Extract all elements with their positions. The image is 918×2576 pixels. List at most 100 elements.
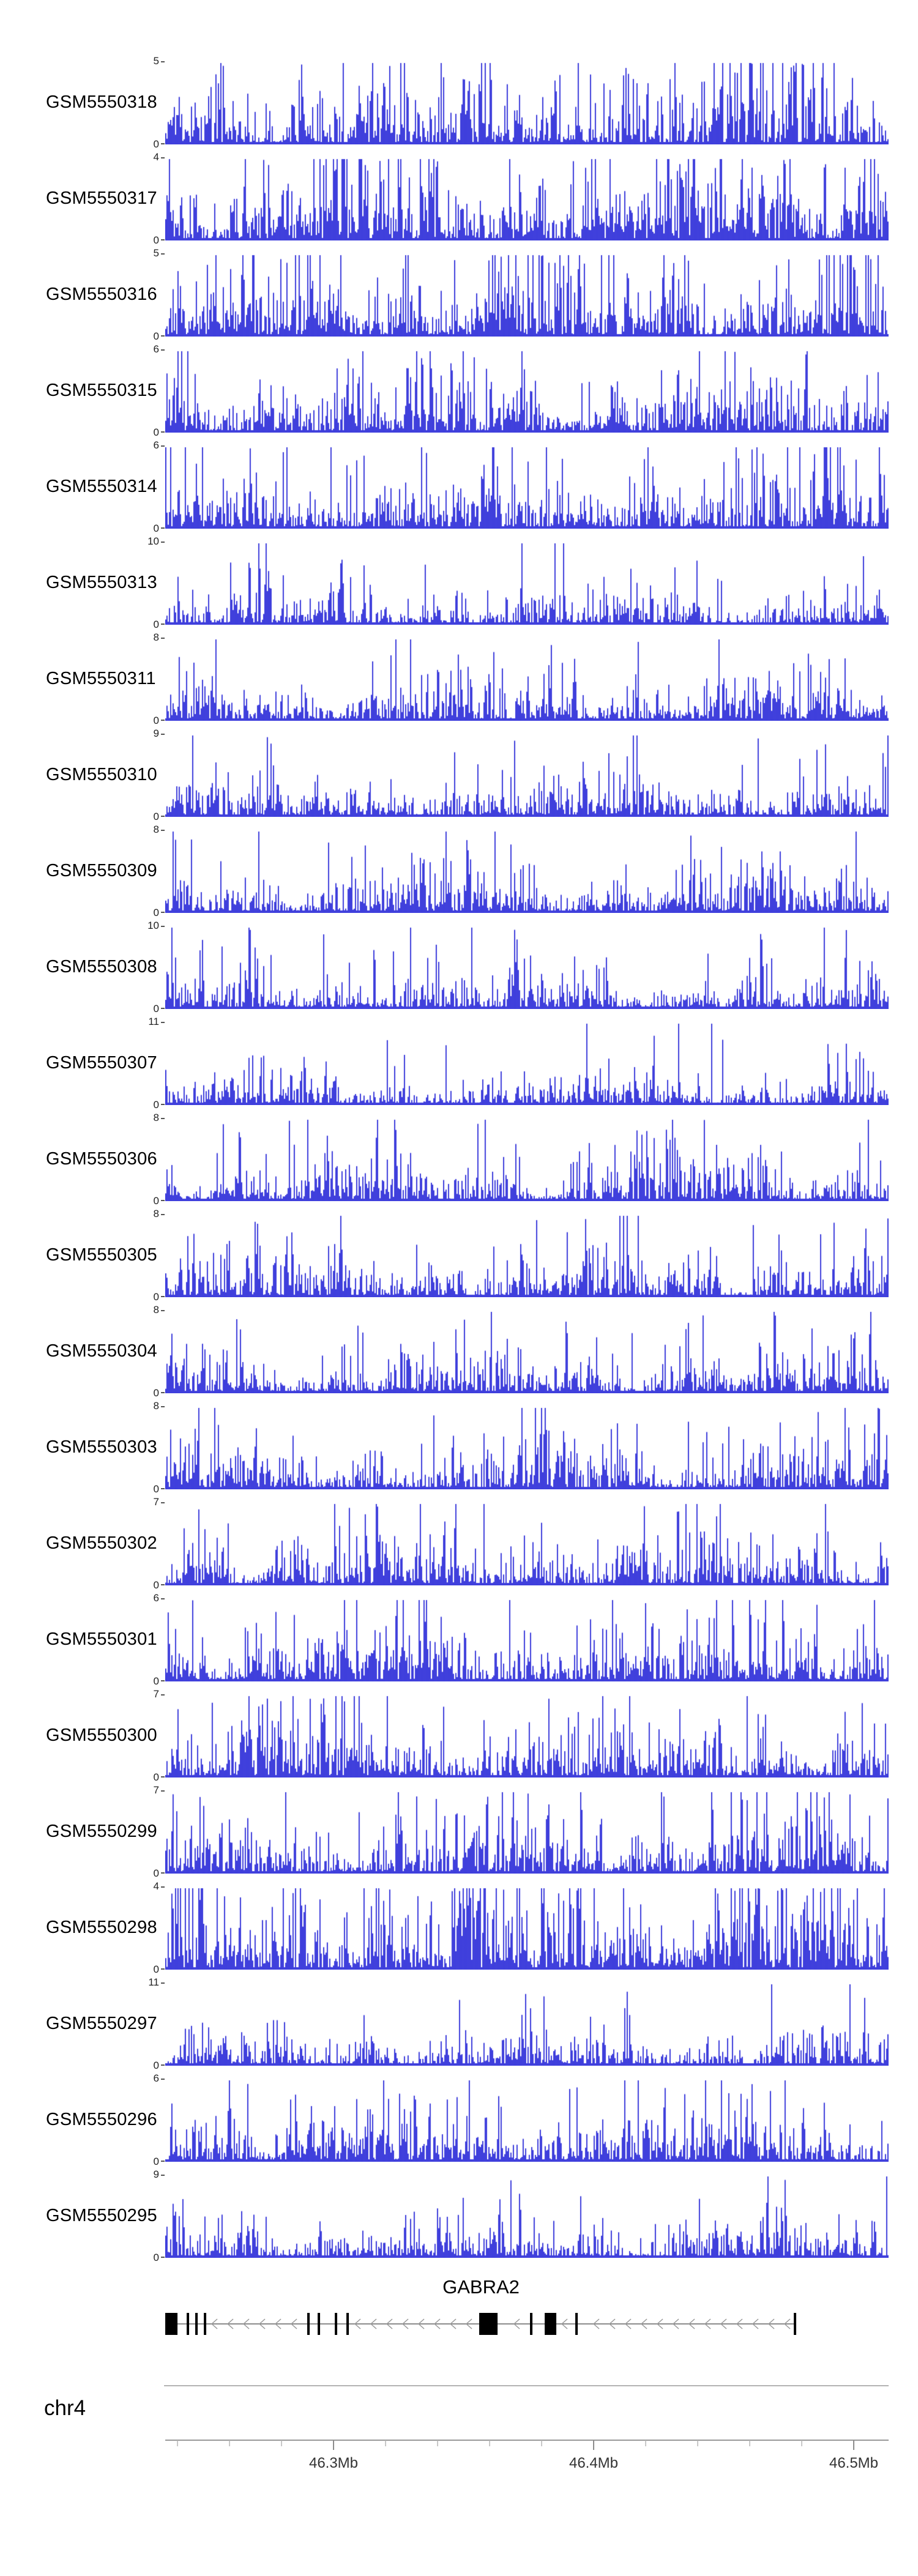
y-axis-bottom-tick (161, 624, 165, 625)
y-axis-min-label: 0 (153, 1771, 159, 1783)
track-row: GSM5550309 8 0 (0, 824, 918, 918)
y-axis-min-label: 0 (153, 811, 159, 822)
y-axis-bottom-tick (161, 2064, 165, 2066)
y-axis-top-tick (161, 638, 165, 639)
signal-canvas (165, 1310, 889, 1393)
y-axis-min-label: 0 (153, 1387, 159, 1399)
y-axis-top-tick (161, 1310, 165, 1311)
y-axis-top-tick (161, 2079, 165, 2080)
signal-canvas (165, 830, 889, 913)
y-axis-min-label: 0 (153, 138, 159, 150)
track-label: GSM5550309 (46, 861, 157, 880)
signal-canvas (165, 61, 889, 144)
y-axis-min-label: 0 (153, 1291, 159, 1303)
y-axis-min-label: 0 (153, 330, 159, 342)
track-row: GSM5550306 8 0 (0, 1112, 918, 1207)
track-label: GSM5550295 (46, 2206, 157, 2225)
y-axis-top-tick (161, 157, 165, 158)
y-axis-max-label: 10 (147, 535, 159, 547)
track-row: GSM5550300 7 0 (0, 1689, 918, 1783)
y-axis-min-label: 0 (153, 1003, 159, 1014)
signal-canvas (165, 542, 889, 625)
y-axis-max-label: 4 (153, 151, 159, 163)
y-axis-bottom-tick (161, 1488, 165, 1489)
track-label: GSM5550301 (46, 1629, 157, 1649)
y-axis-max-label: 9 (153, 2168, 159, 2180)
signal-canvas (165, 1118, 889, 1201)
y-axis-bottom-tick (161, 1104, 165, 1105)
y-axis-max-label: 9 (153, 728, 159, 739)
track-row: GSM5550308 10 0 (0, 920, 918, 1014)
track-label: GSM5550314 (46, 477, 157, 496)
signal-canvas (165, 926, 889, 1009)
y-axis-bottom-tick (161, 720, 165, 721)
y-axis-bottom-tick (161, 2257, 165, 2258)
y-axis-max-label: 6 (153, 439, 159, 451)
signal-canvas (165, 2079, 889, 2162)
y-axis-min-label: 0 (153, 1867, 159, 1879)
track-row: GSM5550296 6 0 (0, 2073, 918, 2167)
signal-canvas (165, 253, 889, 337)
track-label: GSM5550317 (46, 188, 157, 208)
y-axis-max-label: 8 (153, 631, 159, 643)
track-label: GSM5550316 (46, 285, 157, 304)
y-axis-max-label: 8 (153, 1112, 159, 1123)
y-axis-bottom-tick (161, 1392, 165, 1393)
y-axis-min-label: 0 (153, 907, 159, 918)
y-axis-bottom-tick (161, 239, 165, 240)
y-axis-min-label: 0 (153, 1483, 159, 1495)
genome-axis-svg (165, 2440, 889, 2450)
y-axis-top-tick (161, 1886, 165, 1888)
signal-canvas (165, 1982, 889, 2066)
axis-tick-label: 46.5Mb (829, 2455, 879, 2471)
track-row: GSM5550311 8 0 (0, 632, 918, 726)
y-axis-min-label: 0 (153, 2156, 159, 2167)
y-axis-min-label: 0 (153, 1579, 159, 1591)
y-axis-bottom-tick (161, 335, 165, 337)
track-row: GSM5550316 5 0 (0, 248, 918, 342)
track-label: GSM5550302 (46, 1533, 157, 1553)
y-axis-top-tick (161, 734, 165, 735)
track-label: GSM5550298 (46, 1918, 157, 1937)
y-axis-top-tick (161, 1598, 165, 1599)
signal-canvas (165, 638, 889, 721)
y-axis-bottom-tick (161, 1584, 165, 1585)
track-label: GSM5550296 (46, 2110, 157, 2129)
track-label: GSM5550311 (46, 669, 156, 688)
y-axis-top-tick (161, 253, 165, 255)
signal-canvas (165, 1694, 889, 1778)
y-axis-top-tick (161, 2175, 165, 2176)
y-axis-min-label: 0 (153, 1675, 159, 1687)
axis-tick-label: 46.3Mb (308, 2455, 359, 2471)
track-label: GSM5550300 (46, 1725, 157, 1745)
y-axis-max-label: 10 (147, 920, 159, 931)
signal-canvas (165, 734, 889, 817)
gene-model-svg (165, 2313, 796, 2335)
signal-canvas (165, 1406, 889, 1489)
y-axis-bottom-tick (161, 2161, 165, 2162)
y-axis-bottom-tick (161, 1680, 165, 1681)
track-label: GSM5550299 (46, 1822, 157, 1841)
track-label: GSM5550307 (46, 1053, 157, 1073)
track-row: GSM5550317 4 0 (0, 152, 918, 246)
signal-canvas (165, 157, 889, 240)
y-axis-bottom-tick (161, 1296, 165, 1297)
chromosome-label: chr4 (44, 2396, 86, 2420)
y-axis-max-label: 8 (153, 1304, 159, 1316)
y-axis-max-label: 7 (153, 1496, 159, 1508)
y-axis-top-tick (161, 1790, 165, 1792)
y-axis-max-label: 11 (148, 1016, 159, 1027)
track-row: GSM5550298 4 0 (0, 1881, 918, 1975)
y-axis-top-tick (161, 1214, 165, 1215)
y-axis-max-label: 8 (153, 824, 159, 835)
y-axis-min-label: 0 (153, 619, 159, 630)
y-axis-bottom-tick (161, 431, 165, 433)
track-label: GSM5550315 (46, 381, 157, 400)
y-axis-top-tick (161, 61, 165, 62)
y-axis-bottom-tick (161, 143, 165, 144)
y-axis-bottom-tick (161, 1776, 165, 1778)
y-axis-bottom-tick (161, 816, 165, 817)
track-row: GSM5550299 7 0 (0, 1785, 918, 1879)
track-label: GSM5550303 (46, 1437, 157, 1457)
y-axis-bottom-tick (161, 527, 165, 529)
